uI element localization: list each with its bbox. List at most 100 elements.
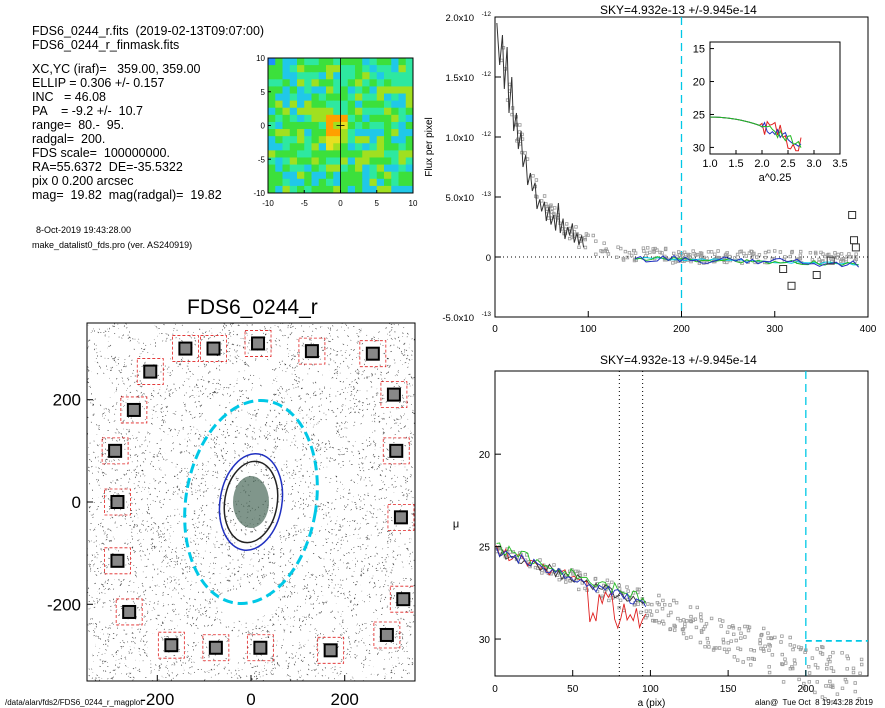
masked-blob — [340, 468, 354, 481]
heatmap-cell — [289, 185, 298, 194]
flux-outlier — [826, 256, 835, 265]
heatmap-cell — [333, 143, 341, 151]
heatmap-cell — [326, 65, 334, 73]
heatmap-cell — [326, 164, 334, 173]
masked-blob — [323, 368, 332, 391]
heatmap-cell — [384, 58, 392, 66]
flux-outlier — [812, 271, 821, 279]
heatmap-cell — [405, 171, 414, 180]
heatmap-cell — [376, 150, 385, 158]
flux-x-tick-label: 200 — [673, 324, 690, 335]
param-line: radgal= 200. — [32, 132, 106, 146]
heatmap-cell — [391, 107, 399, 116]
mu-x-label: a (pix) — [638, 698, 666, 708]
inset-x-tick-label: 3.5 — [832, 158, 847, 170]
heatmap-cell — [384, 107, 392, 116]
heatmap-cell — [340, 171, 349, 180]
heatmap-cell — [289, 114, 298, 123]
mask-box-outer — [317, 636, 345, 664]
heatmap-cell — [376, 100, 385, 109]
image-x-tick-label: 0 — [246, 690, 255, 708]
mask-box-outer — [380, 381, 408, 408]
heatmap-cell — [304, 107, 312, 116]
heatmap-cell — [362, 114, 370, 123]
heatmap-cell — [311, 107, 320, 116]
fit-parameters: XC,YC (iraf)= 359.00, 359.00 ELLIP = 0.30… — [32, 62, 222, 202]
heatmap-cell — [369, 65, 378, 73]
inset-x-tick-label: 3.0 — [806, 158, 821, 170]
flux-outer-line — [634, 257, 859, 266]
heatmap-cell — [333, 136, 341, 144]
param-line: ELLIP = 0.306 +/- 0.157 — [32, 76, 165, 90]
heatmap-cell — [376, 164, 385, 173]
heatmap-cell — [376, 143, 385, 151]
mask-box-star — [164, 638, 179, 653]
heatmap-cell — [268, 72, 276, 80]
heatmap-cell — [282, 107, 291, 116]
heatmap-cell — [405, 121, 414, 130]
heatmap-cell — [405, 72, 414, 80]
masked-blob — [306, 516, 325, 528]
flux-y-tick-exponent: -12 — [482, 11, 492, 18]
heatmap-cell — [384, 157, 392, 166]
heatmap-cell — [384, 164, 392, 173]
masked-blob — [112, 568, 130, 576]
heatmap-cell — [318, 150, 327, 158]
heatmap-cell — [333, 114, 341, 123]
mask-box-star — [178, 341, 193, 356]
heatmap-cell — [355, 150, 363, 158]
heatmap-cell — [398, 136, 407, 144]
heatmap-cell — [391, 58, 399, 66]
masked-blob — [239, 412, 251, 426]
heatmap-cell — [362, 79, 370, 87]
heatmap-cell — [347, 58, 356, 66]
heatmap-cell — [318, 100, 327, 109]
heatmap-cell — [333, 157, 341, 166]
heatmap-cell — [268, 121, 276, 130]
heatmap-cell — [391, 129, 399, 137]
heatmap-cell — [391, 72, 399, 80]
heatmap-cell — [268, 65, 276, 73]
heatmap-cell — [326, 171, 334, 180]
heatmap-cell — [289, 93, 298, 102]
heatmap-cell — [318, 93, 327, 102]
file-path: /data/alan/fds2/FDS6_0244_r_magplot — [5, 698, 143, 707]
heatmap-cell — [282, 185, 291, 194]
heatmap-cell — [369, 100, 378, 109]
heatmap-cell — [355, 72, 363, 80]
noise-field — [87, 323, 415, 681]
mask-box-outer — [387, 503, 415, 531]
heatmap-cell — [362, 93, 370, 102]
masked-blob — [144, 378, 163, 389]
heatmap-cell — [333, 171, 341, 180]
heatmap-cell — [384, 100, 392, 109]
inset-x-tick-label: 1.0 — [702, 158, 717, 170]
heatmap-cell — [333, 65, 341, 73]
flux-y-tick-exponent: -13 — [482, 311, 492, 318]
heatmap-cell — [405, 100, 414, 109]
heatmap-cell — [340, 93, 349, 102]
mask-box-star — [379, 627, 394, 642]
masked-blob — [315, 419, 335, 441]
heatmap-cell — [391, 150, 399, 158]
galaxy-core — [233, 476, 269, 528]
mask-box-star — [208, 640, 223, 655]
heatmap-cell — [297, 185, 305, 194]
heatmap-cell — [376, 93, 385, 102]
masked-blob — [290, 595, 305, 606]
heatmap-cell — [369, 178, 378, 187]
masked-blob — [249, 390, 271, 407]
inset-x-tick-label: 2.5 — [780, 158, 795, 170]
heatmap-cell — [362, 100, 370, 109]
heatmap-cell — [355, 121, 363, 130]
heatmap-cell — [297, 65, 305, 73]
heatmap-cell — [398, 86, 407, 95]
heatmap-cell — [398, 121, 407, 130]
heatmap-cell — [355, 171, 363, 180]
thumb-x-tick-label: -10 — [262, 199, 274, 208]
heatmap-cell — [398, 100, 407, 109]
inset-profile-line — [709, 116, 802, 148]
heatmap-cell — [318, 185, 327, 194]
heatmap-cell — [304, 72, 312, 80]
heatmap-cell — [391, 65, 399, 73]
